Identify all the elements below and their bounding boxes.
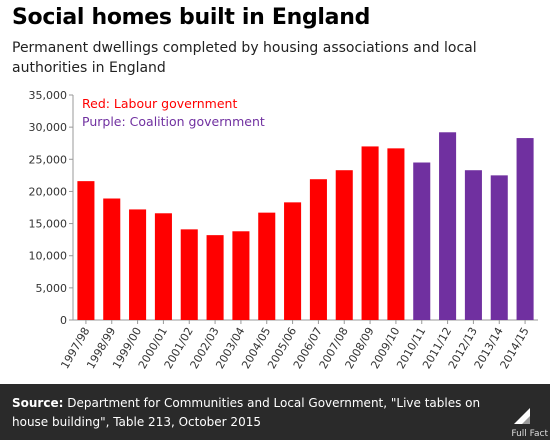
bar xyxy=(361,146,379,320)
bar xyxy=(413,162,431,320)
bar xyxy=(258,212,276,320)
chart-title: Social homes built in England xyxy=(12,5,371,30)
legend-annotation: Red: Labour government xyxy=(82,96,237,111)
source-footer: Source: Department for Communities and L… xyxy=(0,384,550,440)
y-tick-label: 20,000 xyxy=(29,185,68,198)
y-tick-label: 30,000 xyxy=(29,121,68,134)
bar xyxy=(335,170,353,320)
bar-chart: 0 5,000 10,000 15,000 20,000 25,000 30,000 35,0… xyxy=(29,89,538,371)
bar xyxy=(490,175,508,320)
bar xyxy=(232,231,250,320)
full-fact-logo-icon xyxy=(514,408,530,424)
source-text: Department for Communities and Local Gov… xyxy=(12,396,481,429)
source-note: Source: Department for Communities and L… xyxy=(12,394,482,432)
y-tick-label: 25,000 xyxy=(29,153,68,166)
y-tick-label: 15,000 xyxy=(29,218,68,231)
source-label: Source: xyxy=(12,396,64,410)
bar xyxy=(129,209,147,320)
bar xyxy=(516,138,534,320)
y-tick-label: 10,000 xyxy=(29,250,68,263)
bar xyxy=(439,132,457,320)
bar xyxy=(206,235,224,320)
y-tick-label: 35,000 xyxy=(29,89,68,102)
bar xyxy=(103,198,121,320)
legend-annotation: Purple: Coalition government xyxy=(82,114,265,129)
y-tick-label: 0 xyxy=(60,314,67,327)
bar xyxy=(387,148,405,320)
bar xyxy=(154,213,172,320)
y-tick-label: 5,000 xyxy=(36,282,68,295)
logo-text: Full Fact xyxy=(511,429,548,439)
bar xyxy=(284,202,302,320)
chart-subtitle: Permanent dwellings completed by housing… xyxy=(12,40,477,76)
bar xyxy=(464,170,482,320)
bar xyxy=(180,229,198,320)
bar xyxy=(309,179,327,320)
bar xyxy=(77,181,95,320)
